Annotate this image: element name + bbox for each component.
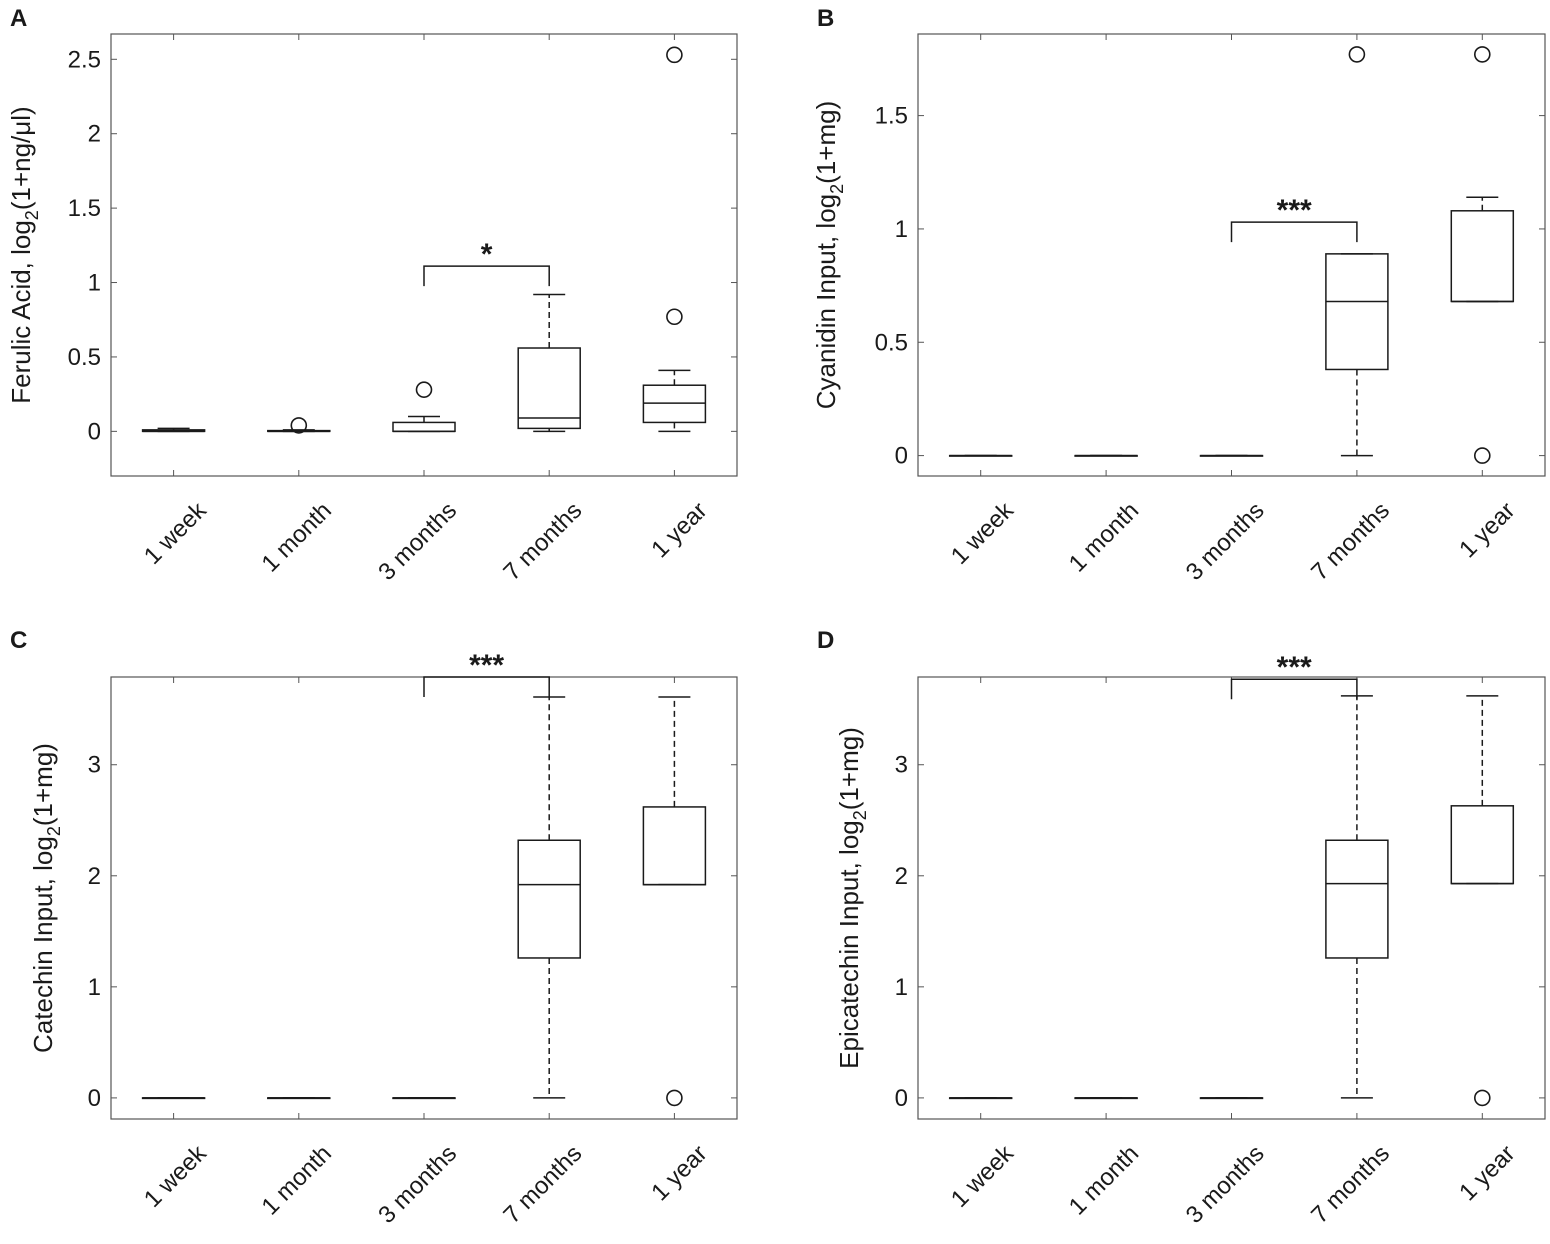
significance-bracket (423, 676, 550, 697)
iqr-box (1325, 253, 1389, 371)
y-tick-label: 1.5 (875, 103, 908, 130)
x-category-label: 3 months (1181, 497, 1270, 586)
x-category-label: 3 months (1181, 1140, 1270, 1229)
panel-letter: B (817, 5, 834, 32)
y-tick-label: 1 (895, 974, 908, 1001)
box-1-week (141, 1097, 206, 1100)
y-tick-label: 2.5 (68, 46, 101, 73)
significance-label: *** (469, 649, 504, 682)
y-tick-label: 2 (895, 863, 908, 890)
box-1-week (948, 1097, 1013, 1100)
y-tick-label: 2 (88, 121, 101, 148)
x-category-label: 1 year (646, 1140, 712, 1206)
x-category-label: 3 months (373, 497, 462, 586)
box-1-month (1074, 1097, 1138, 1100)
x-category-label: 1 month (1064, 1140, 1144, 1220)
y-tick-label: 0.5 (875, 329, 908, 356)
x-category-label: 1 month (1064, 497, 1144, 577)
iqr-box (517, 347, 581, 430)
y-tick-label: 0.5 (68, 344, 101, 371)
box-1-month (1074, 454, 1138, 457)
box-7-months (1325, 695, 1389, 1099)
outlier-point (666, 1089, 683, 1107)
x-category-label: 7 months (1306, 497, 1395, 586)
iqr-box (1450, 805, 1515, 885)
box-1-year (642, 46, 707, 433)
y-tick-label: 1 (88, 270, 101, 297)
panel-c: C 0 1 2 3 1 week 1 month 3 months 7 months 1 year… (10, 627, 738, 1229)
y-tick-label: 0 (895, 1085, 908, 1112)
y-tick-label: 2 (88, 863, 101, 890)
panel-b: B 0 0.5 1 1.5 1 week 1 month 3 months 7 months 1 … (811, 5, 1546, 586)
panel-letter: C (10, 627, 27, 654)
x-category-label: 1 week (139, 1139, 213, 1213)
x-category-label: 1 week (946, 1139, 1020, 1213)
y-tick-label: 3 (895, 752, 908, 779)
y-tick-label: 0 (895, 443, 908, 470)
panel-letter: D (817, 627, 834, 654)
box-3-months (392, 381, 456, 433)
box-1-month (267, 417, 331, 434)
box-1-week (948, 454, 1013, 457)
panel-letter: A (10, 5, 27, 32)
outlier-point (290, 417, 308, 434)
y-axis-title: Epicatechin Input, log2(1+mg) (834, 727, 870, 1069)
box-1-week (141, 427, 206, 433)
y-tick-label: 1 (88, 974, 101, 1001)
y-tick-label: 1.5 (68, 195, 101, 222)
x-category-label: 1 month (257, 1140, 337, 1220)
x-category-label: 1 year (646, 497, 712, 563)
outlier-point (1474, 46, 1491, 63)
outlier-point (666, 308, 683, 326)
y-axis-title: Cyanidin Input, log2(1+mg) (811, 101, 847, 409)
iqr-box (517, 839, 581, 959)
y-tick-label: 0 (88, 418, 101, 445)
significance-bracket (1230, 221, 1358, 243)
box-1-year (1450, 46, 1515, 464)
x-category-label: 7 months (498, 497, 587, 586)
box-3-months (1199, 454, 1264, 457)
box-7-months (517, 696, 581, 1099)
iqr-box (392, 421, 456, 433)
box-7-months (1325, 46, 1389, 457)
x-category-label: 1 year (1454, 1140, 1520, 1206)
y-axis-title: Catechin Input, log2(1+mg) (28, 743, 64, 1053)
outlier-point (1474, 1089, 1491, 1107)
y-tick-label: 3 (88, 752, 101, 779)
x-category-label: 3 months (373, 1140, 462, 1229)
x-category-label: 1 year (1454, 497, 1520, 563)
x-category-label: 1 week (946, 496, 1020, 570)
x-category-label: 1 week (139, 496, 213, 570)
iqr-box (1325, 839, 1389, 959)
significance-bracket (1230, 678, 1358, 700)
box-1-year (642, 696, 707, 1107)
x-category-label: 7 months (1306, 1140, 1395, 1229)
significance-bracket (423, 265, 550, 287)
panel-d: D 0 1 2 3 1 week 1 month 3 months 7 months 1 year… (817, 627, 1546, 1229)
box-3-months (1199, 1097, 1264, 1100)
outlier-point (666, 46, 683, 64)
box-7-months (517, 293, 581, 433)
x-category-label: 7 months (498, 1140, 587, 1229)
x-category-label: 1 month (257, 497, 337, 577)
y-tick-label: 0 (88, 1085, 101, 1112)
panel-a: A 0 0.5 1 1.5 2 2.5 1 week 1 month 3 months 7 mont… (6, 5, 738, 586)
outlier-point (415, 381, 433, 398)
box-1-year (1450, 695, 1515, 1107)
y-tick-label: 1 (895, 216, 908, 243)
significance-label: *** (1277, 194, 1312, 227)
box-3-months (392, 1097, 456, 1100)
outlier-point (1348, 46, 1366, 63)
significance-label: *** (1277, 651, 1312, 684)
significance-label: * (481, 238, 493, 271)
iqr-box (1450, 210, 1515, 303)
outlier-point (1474, 447, 1491, 464)
plot-frame (917, 676, 1546, 1120)
box-1-month (267, 1097, 331, 1100)
iqr-box (642, 806, 707, 886)
y-axis-title: Ferulic Acid, log2(1+ng/μl) (6, 106, 42, 403)
plot-frame (110, 676, 738, 1120)
